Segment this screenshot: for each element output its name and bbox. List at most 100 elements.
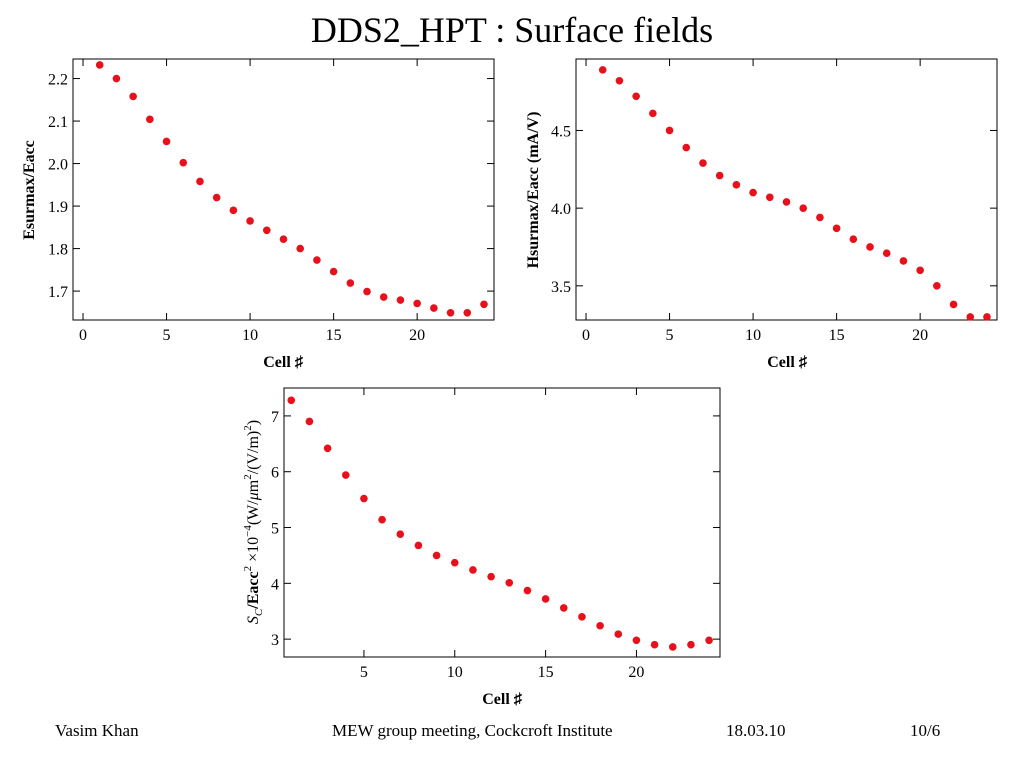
data-point [480,300,488,309]
plot-frame [575,58,998,321]
footer-author: Vasim Khan [55,721,139,740]
data-point [615,76,624,85]
data-point [313,256,321,264]
y-tick-label: 1.9 [48,199,68,216]
x-axis-label: Cell ♯ [263,354,303,371]
data-point [849,235,858,244]
data-point [596,621,604,630]
data-point [632,92,640,101]
x-axis-label: Cell ♯ [482,691,522,708]
data-point [329,267,338,276]
x-tick-label: 10 [242,327,258,344]
data-point [933,282,941,290]
data-point [614,630,623,638]
data-point [682,143,691,152]
data-point [129,92,137,101]
data-point [866,243,874,251]
data-point [559,604,568,612]
data-point [665,126,674,135]
data-point [916,266,924,275]
data-point [699,159,707,167]
x-tick-label: 5 [163,327,171,344]
data-point [346,279,355,287]
y-tick-label: 2.1 [48,114,68,131]
data-point [749,188,757,197]
plot-frame [72,58,495,321]
data-point [578,613,586,621]
x-tick-label: 10 [447,664,463,681]
x-tick-label: 20 [628,664,644,681]
y-axis: 3.5 4.0 4.5 [551,123,997,296]
x-axis: 0 5 10 15 20 [79,59,425,344]
data-point [378,515,386,524]
data-point [705,636,713,645]
y-tick-label: 4.0 [551,201,571,218]
y-axis: 1.7 1.8 1.9 2.0 2.1 2.2 [48,72,494,301]
data-point [446,308,455,317]
data-point [287,396,296,405]
data-point [715,171,724,180]
x-tick-label: 15 [538,664,554,681]
x-tick-label: 0 [79,327,87,344]
x-tick-label: 20 [409,327,425,344]
data-point [632,636,641,645]
data-point [832,224,841,233]
data-point [782,198,791,206]
footer-event: MEW group meeting, Cockcroft Institute [332,721,613,740]
data-point [262,226,271,235]
x-axis: 5 10 15 20 [360,388,644,681]
data-points [95,61,488,317]
data-point [983,313,991,321]
y-tick-label: 2.0 [48,157,68,174]
plot-frame [283,387,721,658]
data-point [450,558,459,567]
x-axis-label: Cell ♯ [767,354,807,371]
data-point [305,417,314,426]
data-point [523,586,532,595]
data-point [687,640,695,649]
y-axis: 3 4 5 6 7 [271,409,720,649]
y-tick-label: 6 [271,465,279,482]
y-tick-label: 7 [271,409,279,426]
x-tick-label: 15 [829,327,845,344]
data-point [413,299,421,308]
y-tick-label: 3.5 [551,279,571,296]
x-tick-label: 20 [912,327,928,344]
x-axis: 0 5 10 15 20 [582,59,928,344]
y-tick-label: 4 [271,576,279,593]
data-point [882,249,891,257]
x-tick-label: 15 [326,327,342,344]
data-point [799,204,808,212]
data-point [396,296,405,304]
data-point [363,287,371,296]
data-points [287,396,713,651]
data-point [541,595,550,603]
data-point [341,471,350,479]
data-point [650,640,659,649]
data-point [732,181,741,189]
data-point [430,304,438,312]
data-point [487,572,495,581]
data-point [463,308,472,317]
data-point [966,313,975,321]
y-tick-label: 5 [271,521,279,538]
y-tick-label: 4.5 [551,123,571,140]
data-point [668,643,677,651]
data-point [95,61,104,69]
data-point [505,578,514,587]
data-point [229,206,238,215]
data-point [212,193,221,202]
data-point [816,213,824,222]
y-tick-label: 2.2 [48,72,68,89]
x-tick-label: 5 [666,327,674,344]
data-point [279,235,288,244]
data-point [598,66,607,74]
data-point [179,158,188,167]
data-point [112,74,121,83]
data-point [296,244,305,253]
data-point [246,217,254,225]
footer-date: 18.03.10 [726,721,786,740]
data-point [379,293,388,301]
